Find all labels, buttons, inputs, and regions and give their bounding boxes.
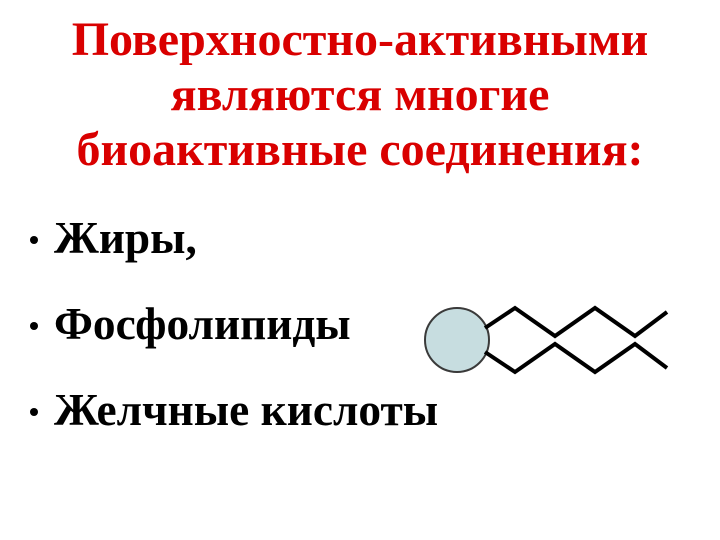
- bullet-dot-icon: [30, 408, 38, 416]
- lipid-tail-icon: [485, 344, 667, 372]
- bullet-label: Желчные кислоты: [54, 384, 438, 436]
- slide: Поверхностно-активными являются многие б…: [0, 0, 720, 540]
- lipid-head-icon: [425, 308, 489, 372]
- phospholipid-diagram: [415, 290, 675, 390]
- list-item: Желчные кислоты: [30, 384, 700, 436]
- title-line-1: Поверхностно-активными: [20, 12, 700, 67]
- slide-title: Поверхностно-активными являются многие б…: [20, 12, 700, 178]
- bullet-dot-icon: [30, 322, 38, 330]
- bullet-dot-icon: [30, 236, 38, 244]
- bullet-label: Жиры,: [54, 212, 197, 264]
- title-line-2: являются многие: [20, 67, 700, 122]
- title-line-3: биоактивные соединения:: [20, 122, 700, 177]
- list-item: Жиры,: [30, 212, 700, 264]
- lipid-tail-icon: [485, 308, 667, 336]
- bullet-label: Фосфолипиды: [54, 298, 351, 350]
